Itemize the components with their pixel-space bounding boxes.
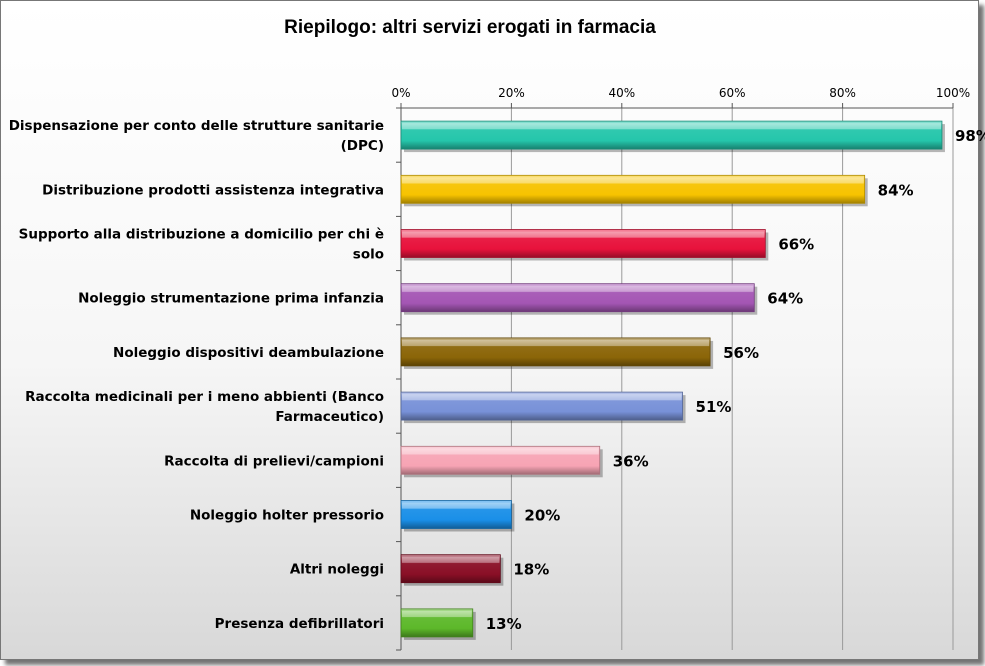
bar-highlight — [402, 502, 511, 509]
category-label: Presenza defibrillatori — [215, 616, 384, 632]
value-labels: 98% 84% 66% 64% 56% 51% 36% 20% 18% 13% — [486, 127, 985, 633]
bar — [400, 608, 474, 638]
bar-highlight — [402, 123, 941, 130]
bar — [400, 445, 601, 475]
data-label: 18% — [513, 561, 549, 579]
data-label: 56% — [723, 344, 759, 362]
x-tick-label: 20% — [498, 86, 525, 100]
data-label: 84% — [878, 181, 914, 199]
data-label: 20% — [524, 507, 560, 525]
bar-highlight — [402, 231, 765, 238]
category-label: Noleggio holter pressorio — [190, 508, 384, 524]
category-label: Supporto alla distribuzione a domicilio … — [19, 227, 384, 263]
bar-highlight — [402, 394, 682, 401]
x-tick-label: 60% — [719, 86, 746, 100]
x-tick-label: 0% — [391, 86, 410, 100]
data-label: 66% — [778, 236, 814, 254]
bar — [400, 120, 943, 150]
x-axis-tick-labels: 0% 20% 40% 60% 80% 100% — [391, 86, 970, 100]
data-label: 51% — [696, 398, 732, 416]
bar-highlight — [402, 556, 500, 563]
bar — [400, 283, 755, 313]
bar — [400, 229, 766, 258]
x-tick-label: 80% — [829, 86, 856, 100]
bar — [400, 554, 501, 584]
bar-highlight — [402, 339, 710, 347]
category-label: Altri noleggi — [290, 562, 384, 578]
bar-highlight — [402, 285, 754, 292]
bars — [400, 120, 945, 640]
bar — [400, 174, 866, 204]
bar — [400, 337, 711, 367]
data-label: 98% — [955, 127, 985, 145]
category-label: Noleggio strumentazione prima infanzia — [78, 291, 384, 307]
bar-highlight — [402, 610, 472, 618]
category-label: Raccolta medicinali per i meno abbienti … — [25, 389, 384, 425]
category-labels: Dispensazione per conto delle strutture … — [9, 118, 384, 632]
bar-highlight — [402, 177, 864, 184]
data-label: 36% — [613, 452, 649, 470]
bar-highlight — [402, 448, 599, 455]
data-label: 13% — [486, 615, 522, 633]
x-tick-label: 100% — [936, 86, 970, 100]
x-tick-label: 40% — [608, 86, 635, 100]
category-label: Dispensazione per conto delle strutture … — [9, 118, 384, 154]
data-label: 64% — [767, 290, 803, 308]
bar — [400, 391, 683, 421]
bar — [400, 500, 512, 529]
category-label: Distribuzione prodotti assistenza integr… — [42, 182, 384, 198]
category-label: Noleggio dispositivi deambulazione — [113, 345, 384, 361]
chart-title: Riepilogo: altri servizi erogati in farm… — [284, 17, 656, 38]
category-label: Raccolta di prelievi/campioni — [164, 453, 384, 469]
